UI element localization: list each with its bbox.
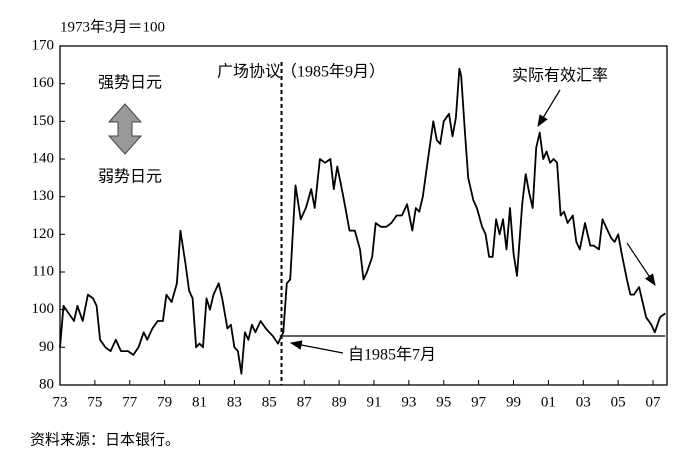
annotation: 弱势日元 bbox=[98, 168, 162, 186]
x-tick-label: 99 bbox=[506, 394, 521, 410]
x-tick-label: 81 bbox=[192, 394, 207, 410]
annotation: 广场协议（1985年9月） bbox=[217, 63, 385, 81]
y-tick-label: 150 bbox=[32, 113, 55, 129]
y-tick-label: 110 bbox=[32, 263, 54, 279]
x-tick-label: 93 bbox=[401, 394, 416, 410]
x-tick-label: 77 bbox=[122, 394, 138, 410]
x-tick-label: 73 bbox=[53, 394, 68, 410]
x-tick-label: 07 bbox=[646, 394, 662, 410]
x-tick-label: 83 bbox=[227, 394, 242, 410]
x-tick-label: 97 bbox=[471, 394, 487, 410]
y-tick-label: 140 bbox=[32, 150, 55, 166]
x-tick-label: 87 bbox=[297, 394, 313, 410]
unit-note: 1973年3月＝100 bbox=[60, 18, 165, 35]
y-tick-label: 160 bbox=[32, 75, 55, 91]
annotation: 自1985年7月 bbox=[348, 346, 436, 364]
y-tick-label: 100 bbox=[32, 301, 55, 317]
x-tick-label: 89 bbox=[332, 394, 347, 410]
x-tick-label: 79 bbox=[157, 394, 172, 410]
plot-frame bbox=[59, 45, 668, 386]
data-line bbox=[59, 67, 666, 375]
x-tick-label: 05 bbox=[611, 394, 626, 410]
x-tick-label: 91 bbox=[366, 394, 381, 410]
x-tick-label: 85 bbox=[262, 394, 277, 410]
arrow bbox=[289, 340, 344, 354]
arrow bbox=[537, 89, 561, 128]
y-tick-label: 130 bbox=[32, 188, 55, 204]
y-tick-label: 170 bbox=[32, 37, 55, 53]
x-tick-label: 03 bbox=[576, 394, 591, 410]
annotation: 实际有效汇率 bbox=[512, 67, 608, 85]
x-tick-label: 75 bbox=[87, 394, 102, 410]
arrow bbox=[626, 242, 656, 286]
x-tick-label: 95 bbox=[436, 394, 451, 410]
y-tick-label: 90 bbox=[39, 339, 54, 355]
double-arrow bbox=[107, 103, 143, 155]
annotation: 强势日元 bbox=[98, 74, 162, 92]
y-tick-label: 120 bbox=[32, 226, 55, 242]
y-tick-label: 80 bbox=[39, 376, 54, 392]
source-note: 资料来源：日本银行。 bbox=[30, 431, 180, 448]
x-tick-label: 01 bbox=[541, 394, 556, 410]
